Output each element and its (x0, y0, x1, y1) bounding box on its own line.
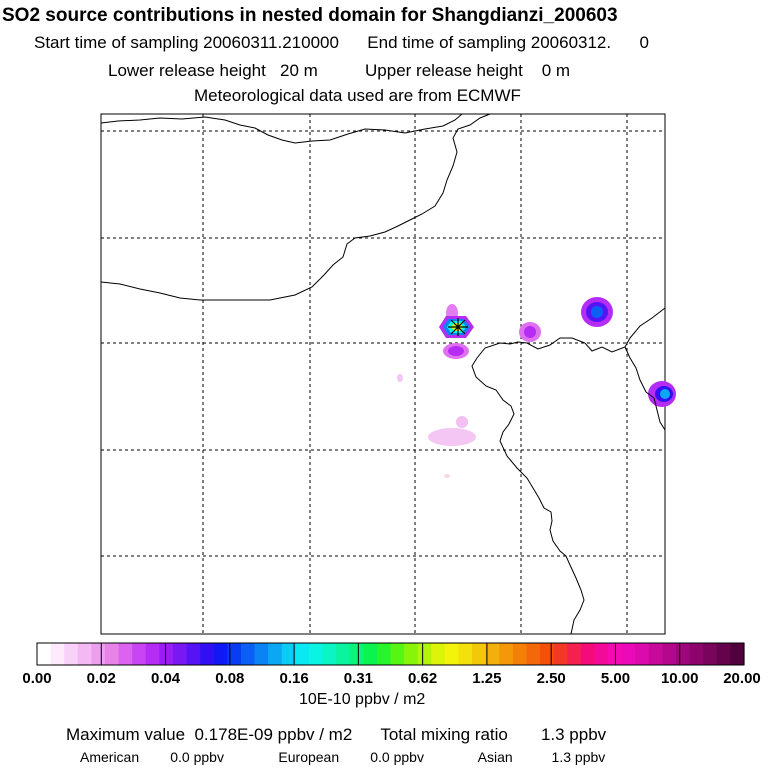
colorbar-tick-label: 0.00 (22, 670, 51, 687)
colorbar-cell (635, 643, 650, 665)
colorbar-tick-label: 2.50 (537, 670, 566, 687)
colorbar-cell (540, 643, 555, 665)
map-gridlines (101, 114, 665, 634)
receptor-marker (448, 318, 468, 336)
colorbar-cell (404, 643, 419, 665)
colorbar-cell (417, 643, 432, 665)
region-contributions-line: American 0.0 ppbv European 0.0 ppbv Asia… (80, 749, 606, 765)
colorbar-cell (132, 643, 147, 665)
colorbar-cell (458, 643, 473, 665)
colorbar-cell (676, 643, 691, 665)
colorbar-cell (268, 643, 283, 665)
colorbar-cell (485, 643, 500, 665)
colorbar-cell (349, 643, 364, 665)
colorbar-labels: 0.00 0.02 0.04 0.08 0.16 0.31 0.62 1.25 2.50 5.00… (22, 670, 760, 687)
colorbar-cell (594, 643, 609, 665)
colorbar-cell (526, 643, 541, 665)
colorbar-tick-label: 0.02 (87, 670, 116, 687)
colorbar-cell (281, 643, 296, 665)
colorbar-cell (703, 643, 718, 665)
colorbar-cell (295, 643, 310, 665)
plume-northeast-core (591, 306, 603, 318)
colorbar-tick-label: 0.08 (215, 670, 244, 687)
colorbar-cell (308, 643, 324, 665)
colorbar-cell (200, 643, 215, 665)
colorbar-cell (64, 643, 79, 665)
colorbar-units: 10E-10 ppbv / m2 (299, 691, 426, 708)
colorbar-cell (37, 643, 52, 665)
colorbar-cell (512, 643, 528, 665)
colorbar-cell (730, 643, 745, 665)
colorbar-cell (50, 643, 65, 665)
colorbar-cell (172, 643, 188, 665)
colorbar-cell (662, 643, 677, 665)
colorbar-cell (118, 643, 133, 665)
colorbar-cell (376, 643, 392, 665)
colorbar-cell (716, 643, 732, 665)
colorbar-cell (580, 643, 596, 665)
colorbar-cell (145, 643, 160, 665)
plume-east-core (524, 326, 536, 338)
colorbar-cell (390, 643, 405, 665)
colorbar-cell (254, 643, 269, 665)
colorbar-cell (472, 643, 487, 665)
colorbar-cell (159, 643, 174, 665)
colorbar-cell (104, 643, 120, 665)
colorbar-cell (77, 643, 92, 665)
coastlines (100, 113, 666, 635)
colorbar-cell (322, 643, 337, 665)
maximum-value-line: Maximum value 0.178E-09 ppbv / m2 Total … (66, 725, 607, 744)
plume-edge-core (660, 389, 670, 399)
colorbar-cell (227, 643, 242, 665)
colorbar-cell (431, 643, 446, 665)
release-height-line: Lower release height 20 m Upper release … (108, 61, 571, 80)
colorbar-cell (336, 643, 351, 665)
meteo-data-line: Meteorological data used are from ECMWF (194, 86, 521, 105)
colorbar-tick-label: 5.00 (601, 670, 630, 687)
plume-mid-core (448, 346, 464, 356)
chart-title: SO2 source contributions in nested domai… (2, 5, 618, 26)
colorbar-cell (363, 643, 378, 665)
map-frame (100, 113, 666, 635)
colorbar-cell (621, 643, 636, 665)
colorbar-cell (186, 643, 201, 665)
plume-speck (444, 474, 450, 478)
colorbar-cell (444, 643, 460, 665)
colorbar-tick-label: 10.00 (661, 670, 699, 687)
colorbar-ticks (36, 643, 745, 665)
colorbar-tick-label: 20.00 (723, 670, 761, 687)
colorbar-tick-label: 1.25 (472, 670, 501, 687)
colorbar (37, 643, 745, 665)
colorbar-cell (567, 643, 582, 665)
colorbar-cell (553, 643, 568, 665)
colorbar-tick-label: 0.04 (151, 670, 181, 687)
colorbar-tick-label: 0.16 (279, 670, 308, 687)
colorbar-tick-label: 0.31 (344, 670, 373, 687)
plume-light-west (397, 374, 403, 382)
colorbar-cell (499, 643, 514, 665)
colorbar-cell (213, 643, 228, 665)
colorbar-cell (240, 643, 256, 665)
plume-light-south (428, 428, 476, 446)
colorbar-tick-label: 0.62 (408, 670, 437, 687)
colorbar-cell (648, 643, 664, 665)
sampling-time-line: Start time of sampling 20060311.210000 E… (34, 33, 649, 52)
plume-light-south-2 (456, 416, 468, 428)
colorbar-cell (91, 643, 106, 665)
colorbar-cell (689, 643, 704, 665)
